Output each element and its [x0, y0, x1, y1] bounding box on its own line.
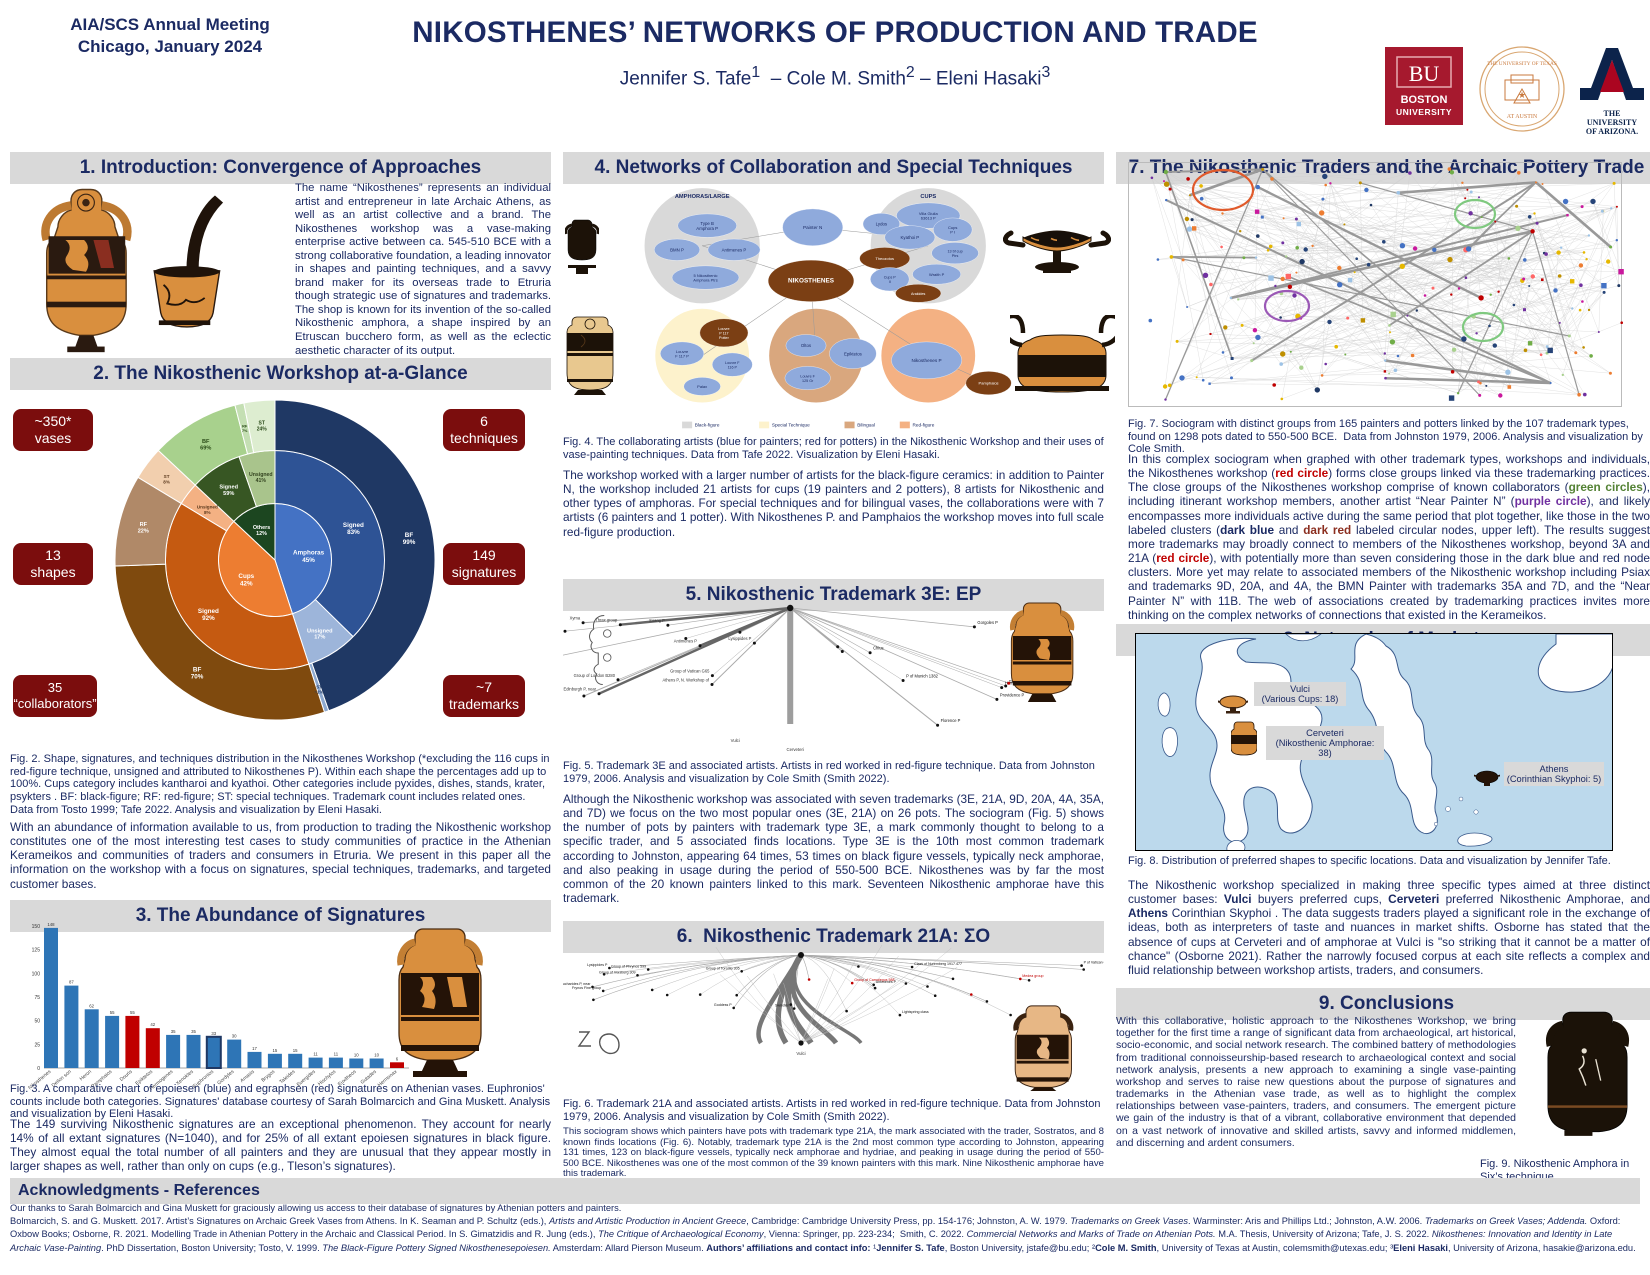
- svg-text:Epiktetos: Epiktetos: [844, 351, 863, 356]
- svg-text:Theozotos: Theozotos: [875, 256, 894, 261]
- svg-text:0: 0: [37, 1066, 40, 1072]
- svg-text:Lysippides P: Lysippides P: [728, 636, 751, 641]
- svg-text:Pamphaios: Pamphaios: [979, 381, 999, 386]
- svg-text:10: 10: [354, 1053, 359, 1058]
- svg-text:AT AUSTIN: AT AUSTIN: [1507, 114, 1538, 120]
- svg-text:148: 148: [47, 922, 55, 927]
- svg-text:150: 150: [32, 924, 41, 930]
- svg-text:50: 50: [34, 1019, 40, 1025]
- svg-text:NIKOSTHENES: NIKOSTHENES: [788, 278, 834, 285]
- svg-text:Group of Vatican G65: Group of Vatican G65: [670, 669, 710, 674]
- svg-text:Lightspring class: Lightspring class: [902, 1010, 929, 1014]
- svg-text:Chius: Chius: [873, 646, 883, 651]
- svg-text:33: 33: [211, 1031, 216, 1036]
- svg-text:Vulci: Vulci: [731, 738, 740, 743]
- svg-text:11: 11: [334, 1052, 339, 1057]
- svg-text:CUPS: CUPS: [920, 194, 936, 200]
- svg-text:THE UNIVERSITY OF TEXAS: THE UNIVERSITY OF TEXAS: [1487, 61, 1557, 67]
- svg-text:Cerveteri: Cerveteri: [786, 747, 803, 752]
- svg-text:★: ★: [1518, 90, 1526, 100]
- svg-text:11: 11: [313, 1052, 318, 1057]
- svg-text:Lysippides P: Lysippides P: [587, 963, 608, 967]
- svg-text:Frynos Fine group: Frynos Fine group: [572, 986, 601, 990]
- svg-text:Arakides: Arakides: [911, 292, 925, 296]
- svg-text:BU: BU: [1409, 61, 1440, 86]
- svg-text:AMPHORAS/LARGE: AMPHORAS/LARGE: [675, 194, 730, 200]
- svg-text:Eucharides P, near: Eucharides P, near: [563, 982, 591, 986]
- svg-text:Goddess P: Goddess P: [714, 1003, 732, 1007]
- svg-text:Black-figure: Black-figure: [695, 423, 720, 428]
- svg-text:10: 10: [374, 1053, 379, 1058]
- svg-text:BOSTON: BOSTON: [1401, 94, 1448, 106]
- svg-text:RF7%: RF 7%: [242, 424, 248, 433]
- svg-text:35: 35: [191, 1029, 196, 1034]
- svg-text:Painter N: Painter N: [803, 225, 822, 230]
- svg-text:Lydos: Lydos: [876, 222, 888, 227]
- svg-text:BMN P: BMN P: [670, 247, 684, 252]
- svg-text:P of Munich 1382: P of Munich 1382: [906, 674, 939, 679]
- svg-text:ST8%: ST 8%: [163, 474, 170, 484]
- svg-text:87: 87: [69, 980, 74, 985]
- svg-text:35: 35: [171, 1029, 176, 1034]
- svg-text:55: 55: [110, 1010, 115, 1015]
- svg-text:Bilingual: Bilingual: [857, 423, 875, 428]
- svg-text:Kyathoi P: Kyathoi P: [901, 235, 920, 240]
- svg-text:100: 100: [32, 971, 41, 977]
- svg-text:Athens P, N. Workshop of: Athens P, N. Workshop of: [663, 678, 710, 683]
- svg-text:Vulci: Vulci: [796, 1051, 805, 1056]
- svg-text:42: 42: [150, 1022, 155, 1027]
- svg-text:62: 62: [89, 1003, 94, 1008]
- svg-text:Douris: Douris: [119, 1069, 134, 1083]
- svg-text:17: 17: [252, 1046, 257, 1051]
- svg-text:Palax: Palax: [697, 384, 707, 389]
- svg-text:Heron: Heron: [79, 1069, 93, 1082]
- svg-text:Special Technique: Special Technique: [772, 423, 810, 428]
- svg-text:Antimenes P: Antimenes P: [722, 247, 747, 252]
- svg-text:25: 25: [34, 1042, 40, 1048]
- svg-text:Amasis: Amasis: [239, 1069, 256, 1084]
- svg-text:Group of Phrynos 599: Group of Phrynos 599: [611, 965, 646, 969]
- svg-text:Group of Toronto 305: Group of Toronto 305: [706, 966, 740, 970]
- svg-text:Medea group: Medea group: [1022, 974, 1043, 978]
- svg-text:75: 75: [34, 995, 40, 1001]
- svg-text:55: 55: [130, 1010, 135, 1015]
- svg-text:Oltos: Oltos: [801, 343, 812, 348]
- svg-text:Antimenes P: Antimenes P: [876, 980, 897, 984]
- svg-text:P of Vatican G47, near: P of Vatican G47, near: [1084, 961, 1104, 965]
- svg-text:Brygos: Brygos: [260, 1069, 276, 1084]
- svg-text:Florence P: Florence P: [941, 718, 961, 723]
- svg-text:125: 125: [32, 948, 41, 954]
- svg-text:15: 15: [293, 1048, 298, 1053]
- svg-text:15: 15: [273, 1048, 278, 1053]
- svg-text:Class of Nuremberg 1917.477: Class of Nuremberg 1917.477: [914, 962, 962, 966]
- svg-text:30: 30: [232, 1034, 237, 1039]
- svg-text:Wraith P: Wraith P: [929, 272, 945, 277]
- svg-text:UNIVERSITY: UNIVERSITY: [1396, 107, 1452, 117]
- svg-text:Nikosthenes P: Nikosthenes P: [912, 358, 942, 363]
- svg-text:Red-figure: Red-figure: [913, 423, 935, 428]
- svg-text:Gorgoles P: Gorgoles P: [977, 620, 998, 625]
